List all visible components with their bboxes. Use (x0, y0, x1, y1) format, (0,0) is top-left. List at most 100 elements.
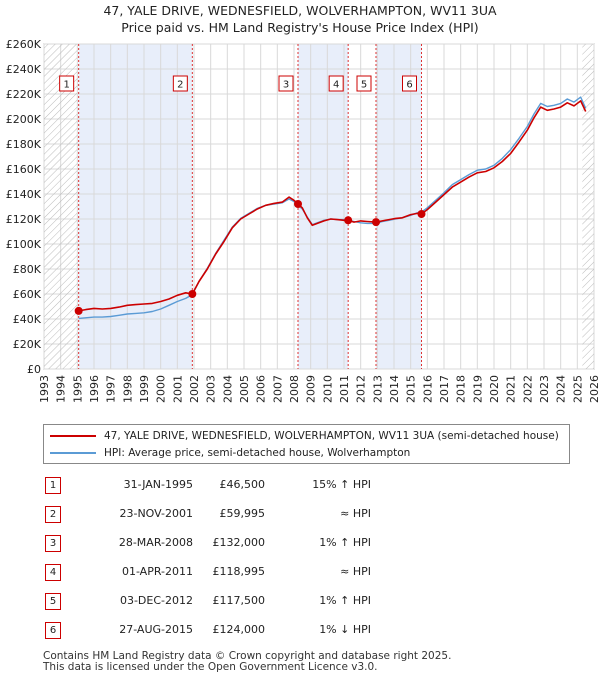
y-tick-label: £140K (6, 188, 42, 201)
sale-badge (172, 75, 188, 92)
y-tick-label: £260K (6, 38, 42, 51)
y-tick-label: £200K (6, 113, 42, 126)
y-tick-label: £240K (6, 63, 42, 76)
x-tick-label: 2015 (405, 375, 418, 403)
legend: 47, YALE DRIVE, WEDNESFIELD, WOLVERHAMPT… (43, 424, 570, 464)
x-tick-label: 2017 (438, 375, 451, 403)
row-date: 31-JAN-1995 (123, 478, 193, 491)
row-price: £117,500 (212, 594, 266, 607)
row-price: £124,000 (212, 623, 266, 636)
legend-swatch-property (50, 435, 96, 437)
x-tick-label: 1996 (88, 375, 101, 403)
x-tick-label: 2004 (221, 375, 234, 403)
row-hpi: 15% ↑ HPI (312, 478, 371, 491)
sale-badge-label: 6 (406, 80, 412, 91)
row-badge: 1 (45, 477, 61, 494)
legend-item-hpi: HPI: Average price, semi-detached house,… (50, 445, 410, 461)
row-price: £132,000 (212, 536, 266, 549)
x-tick-label: 2012 (355, 375, 368, 403)
sale-badge (59, 75, 75, 92)
x-tick-label: 1997 (105, 375, 118, 403)
x-tick-label: 1994 (55, 375, 68, 403)
row-date: 03-DEC-2012 (119, 594, 193, 607)
sale-period-shade (298, 44, 349, 369)
y-tick-label: £20K (13, 338, 42, 351)
chart-subtitle: Price paid vs. HM Land Registry's House … (121, 20, 479, 35)
row-price: £59,995 (219, 507, 266, 520)
row-price: £46,500 (219, 478, 266, 491)
x-tick-label: 2010 (321, 375, 334, 403)
sale-point (344, 216, 353, 225)
x-tick-label: 1993 (38, 375, 51, 403)
sale-badge (402, 75, 417, 92)
y-tick-label: £160K (6, 163, 42, 176)
y-tick-label: £100K (6, 238, 42, 251)
row-badge: 6 (45, 622, 61, 639)
legend-label-hpi: HPI: Average price, semi-detached house,… (104, 447, 411, 459)
row-date: 28-MAR-2008 (118, 536, 193, 549)
x-tick-label: 2007 (271, 375, 284, 403)
x-tick-label: 2008 (288, 375, 301, 403)
x-tick-label: 2001 (171, 375, 184, 403)
sale-period-shade (78, 44, 193, 369)
y-tick-label: £180K (6, 138, 42, 151)
row-price: £118,995 (212, 565, 266, 578)
legend-label-property: 47, YALE DRIVE, WEDNESFIELD, WOLVERHAMPT… (104, 430, 559, 442)
x-tick-label: 2026 (588, 375, 600, 403)
x-tick-label: 2013 (371, 375, 384, 403)
sale-badge (278, 75, 294, 92)
footer: Contains HM Land Registry data © Crown c… (43, 651, 451, 673)
price-chart: 1 2 3 4 5 6 £0 £20K £40K £60K £80K £100K £120K £140K… (6, 38, 600, 403)
x-tick-label: 2003 (205, 375, 218, 403)
property-price-line (78, 100, 587, 312)
sale-badge (328, 75, 344, 92)
row-hpi: 1% ↓ HPI (319, 623, 371, 636)
sale-point (74, 306, 83, 315)
x-tick-label: 1998 (121, 375, 134, 403)
row-hpi: 1% ↑ HPI (319, 594, 371, 607)
sale-point (188, 290, 197, 299)
x-tick-label: 2014 (388, 375, 401, 403)
x-tick-label: 2020 (488, 375, 501, 403)
row-badge: 2 (45, 506, 61, 523)
x-tick-label: 1999 (138, 375, 151, 403)
y-tick-label: £80K (13, 263, 42, 276)
x-tick-label: 2002 (188, 375, 201, 403)
sale-badge-label: 2 (177, 80, 183, 91)
table-row: 6 27-AUG-2015 £124,000 1% ↓ HPI (43, 620, 443, 649)
footer-licence: This data is licensed under the Open Gov… (43, 661, 378, 673)
sale-badge (356, 75, 372, 92)
x-tick-label: 2011 (338, 375, 351, 403)
x-tick-label: 2006 (255, 375, 268, 403)
no-data-hatch-start (44, 44, 78, 369)
row-date: 27-AUG-2015 (119, 623, 193, 636)
row-badge: 4 (45, 564, 61, 581)
y-tick-label: £60K (13, 288, 42, 301)
sale-badge-label: 3 (283, 80, 289, 91)
x-tick-label: 2009 (305, 375, 318, 403)
footer-copyright: Contains HM Land Registry data © Crown c… (43, 650, 452, 662)
row-hpi: ≈ HPI (340, 507, 371, 520)
no-data-hatch-end (582, 44, 594, 369)
row-date: 23-NOV-2001 (119, 507, 193, 520)
y-tick-label: £120K (6, 213, 42, 226)
x-tick-label: 2021 (505, 375, 518, 403)
row-hpi: 1% ↑ HPI (319, 536, 371, 549)
y-tick-label: £0 (27, 363, 41, 376)
sale-badge-label: 5 (361, 80, 367, 91)
x-tick-label: 2024 (555, 375, 568, 403)
x-tick-label: 2018 (455, 375, 468, 403)
x-tick-label: 2016 (421, 375, 434, 403)
sale-period-shade (376, 44, 422, 369)
table-row: 5 03-DEC-2012 £117,500 1% ↑ HPI (43, 591, 443, 620)
sale-point (417, 210, 426, 218)
transactions-table: 1 31-JAN-1995 £46,500 15% ↑ HPI 2 23-NOV… (43, 475, 443, 649)
row-date: 01-APR-2011 (121, 565, 193, 578)
table-row: 3 28-MAR-2008 £132,000 1% ↑ HPI (43, 533, 443, 562)
row-hpi: ≈ HPI (340, 565, 371, 578)
table-row: 4 01-APR-2011 £118,995 ≈ HPI (43, 562, 443, 591)
x-tick-label: 1995 (71, 375, 84, 403)
sale-point (372, 218, 380, 227)
sale-badge-label: 4 (333, 80, 339, 91)
x-tick-label: 2022 (521, 375, 534, 403)
